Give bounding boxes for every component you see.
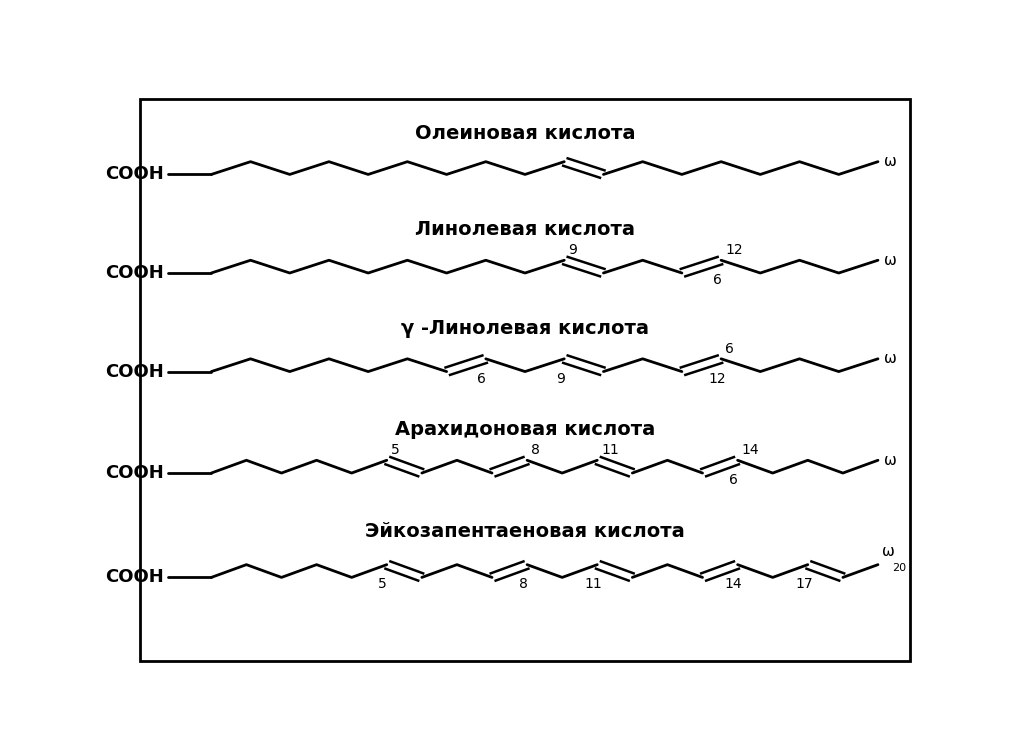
Text: Эйкозапентаеновая кислота: Эйкозапентаеновая кислота: [365, 522, 685, 541]
Text: 12: 12: [709, 371, 726, 386]
Text: 8: 8: [519, 578, 527, 591]
Text: 6: 6: [725, 342, 734, 356]
Text: ω: ω: [885, 453, 897, 468]
Text: 12: 12: [725, 243, 742, 258]
Text: ω: ω: [885, 154, 897, 169]
Text: 17: 17: [795, 578, 813, 591]
Text: СООН: СООН: [105, 569, 164, 587]
Text: 14: 14: [725, 578, 742, 591]
Text: СООН: СООН: [105, 264, 164, 282]
Text: 14: 14: [741, 444, 759, 457]
Text: СООН: СООН: [105, 464, 164, 482]
Text: ω: ω: [882, 544, 895, 559]
Text: 6: 6: [729, 473, 738, 487]
Text: 5: 5: [379, 578, 387, 591]
Text: 8: 8: [531, 444, 540, 457]
Text: СООН: СООН: [105, 166, 164, 184]
Text: 9: 9: [556, 371, 564, 386]
Text: Линолевая кислота: Линолевая кислота: [415, 220, 635, 239]
Text: Олеиновая кислота: Олеиновая кислота: [415, 124, 635, 143]
Text: СООН: СООН: [105, 362, 164, 380]
Text: 5: 5: [391, 444, 399, 457]
Text: 6: 6: [713, 273, 722, 287]
Text: 11: 11: [585, 578, 602, 591]
Text: 9: 9: [568, 243, 578, 258]
Text: γ -Линолевая кислота: γ -Линолевая кислота: [400, 319, 649, 337]
Text: 11: 11: [601, 444, 618, 457]
Text: 20: 20: [892, 562, 906, 572]
Text: ω: ω: [885, 253, 897, 268]
Text: 6: 6: [477, 371, 486, 386]
Text: Арахидоновая кислота: Арахидоновая кислота: [394, 420, 655, 439]
FancyBboxPatch shape: [140, 99, 909, 661]
Text: ω: ω: [885, 352, 897, 366]
